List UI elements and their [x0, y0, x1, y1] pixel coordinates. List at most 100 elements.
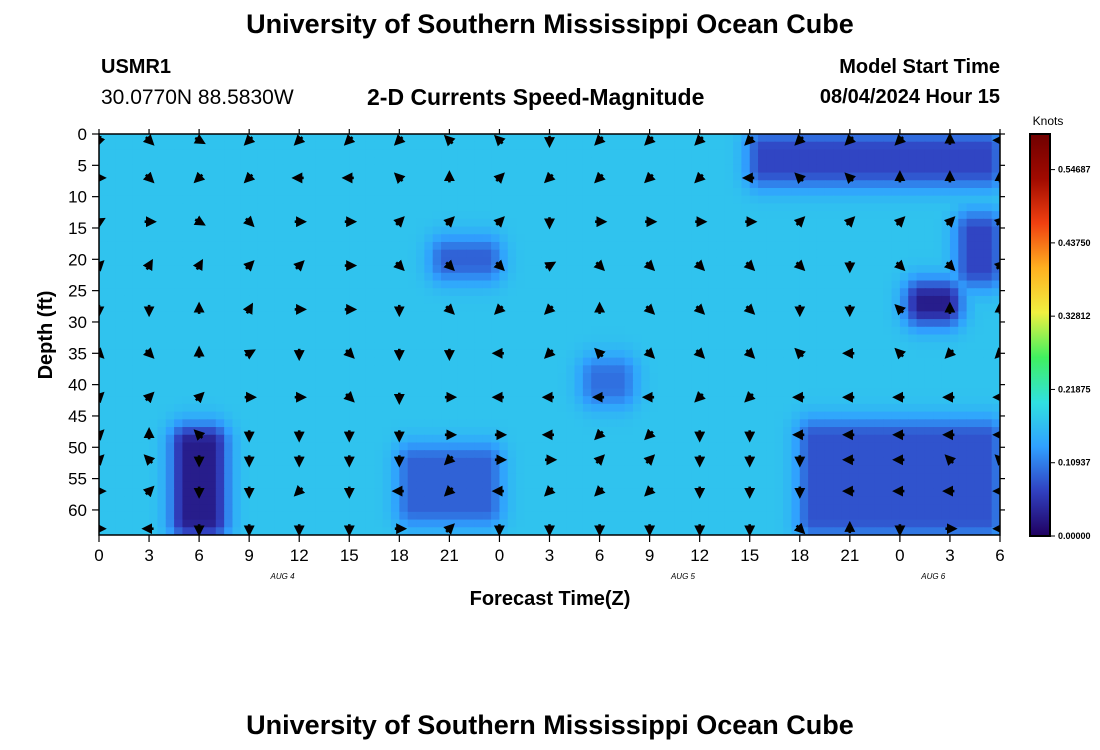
heatmap-cell	[899, 342, 909, 351]
heatmap-cell	[566, 249, 576, 258]
heatmap-cell	[749, 411, 759, 420]
heatmap-cell	[491, 180, 501, 189]
heatmap-cell	[132, 288, 142, 297]
heatmap-cell	[115, 334, 125, 343]
heatmap-cell	[149, 149, 158, 158]
heatmap-cell	[357, 373, 367, 382]
heatmap-cell	[299, 211, 309, 220]
heatmap-cell	[758, 365, 767, 374]
heatmap-cell	[282, 134, 292, 143]
heatmap-cell	[357, 257, 367, 266]
heatmap-cell	[249, 211, 259, 220]
heatmap-cell	[958, 187, 968, 197]
heatmap-cell	[224, 257, 234, 266]
heatmap-cell	[507, 226, 517, 235]
heatmap-cell	[816, 157, 826, 166]
heatmap-cell	[524, 373, 534, 382]
heatmap-cell	[407, 157, 417, 166]
heatmap-cell	[858, 326, 868, 336]
heatmap-cell	[833, 149, 843, 158]
heatmap-cell	[607, 342, 617, 351]
heatmap-cell	[516, 180, 526, 189]
heatmap-cell	[808, 349, 818, 359]
heatmap-cell	[340, 465, 350, 474]
heatmap-cell	[649, 373, 659, 382]
heatmap-cell	[858, 257, 868, 266]
heatmap-cell	[574, 481, 584, 490]
heatmap-cell	[566, 164, 576, 174]
heatmap-cell	[724, 427, 734, 436]
heatmap-cell	[390, 419, 400, 428]
heatmap-cell	[157, 403, 167, 413]
heatmap-cell	[374, 473, 384, 482]
heatmap-cell	[624, 149, 634, 158]
heatmap-cell	[574, 411, 584, 420]
heatmap-cell	[883, 419, 893, 428]
heatmap-cell	[566, 481, 576, 490]
heatmap-cell	[774, 442, 784, 451]
heatmap-cell	[808, 203, 818, 212]
heatmap-cell	[949, 149, 959, 158]
heatmap-cell	[549, 180, 559, 189]
heatmap-cell	[474, 257, 484, 266]
heatmap-cell	[766, 311, 776, 320]
heatmap-cell	[290, 249, 300, 258]
heatmap-cell	[416, 411, 425, 420]
heatmap-cell	[674, 187, 684, 197]
heatmap-cell	[749, 257, 759, 266]
heatmap-cell	[891, 164, 901, 174]
heatmap-cell	[441, 187, 450, 197]
heatmap-cell	[566, 388, 576, 397]
heatmap-cell	[190, 388, 200, 397]
heatmap-cell	[307, 265, 317, 274]
heatmap-cell	[941, 141, 951, 151]
heatmap-cell	[499, 450, 509, 459]
heatmap-cell	[941, 388, 951, 397]
heatmap-cell	[524, 311, 534, 320]
heatmap-cell	[808, 411, 818, 420]
heatmap-cell	[541, 342, 551, 351]
heatmap-cell	[733, 141, 742, 151]
heatmap-cell	[574, 427, 584, 436]
heatmap-cell	[416, 319, 425, 328]
heatmap-cell	[282, 373, 292, 382]
heatmap-cell	[657, 157, 667, 166]
heatmap-cell	[265, 349, 275, 359]
heatmap-cell	[457, 380, 467, 390]
heatmap-cell	[282, 211, 292, 220]
heatmap-cell	[174, 303, 184, 312]
heatmap-cell	[249, 427, 259, 436]
heatmap-cell	[582, 134, 592, 143]
heatmap-cell	[607, 465, 617, 474]
heatmap-cell	[833, 342, 843, 351]
heatmap-cell	[182, 218, 192, 228]
heatmap-cell	[657, 450, 667, 459]
heatmap-cell	[182, 465, 192, 474]
heatmap-cell	[499, 234, 509, 243]
heatmap-cell	[983, 388, 993, 397]
heatmap-cell	[966, 234, 976, 243]
heatmap-cell	[491, 434, 501, 444]
heatmap-cell	[766, 442, 776, 451]
heatmap-cell	[432, 450, 442, 459]
heatmap-cell	[916, 419, 926, 428]
heatmap-cell	[774, 396, 784, 405]
heatmap-cell	[991, 419, 1000, 428]
heatmap-cell	[232, 257, 242, 266]
heatmap-cell	[499, 249, 509, 258]
heatmap-cell	[849, 157, 859, 166]
heatmap-cell	[182, 488, 192, 498]
heatmap-cell	[624, 172, 634, 181]
heatmap-cell	[974, 396, 984, 405]
heatmap-cell	[574, 349, 584, 359]
heatmap-cell	[916, 380, 926, 390]
heatmap-cell	[733, 434, 742, 444]
heatmap-cell	[733, 319, 742, 328]
heatmap-cell	[390, 403, 400, 413]
heatmap-cell	[491, 427, 501, 436]
heatmap-cell	[983, 141, 993, 151]
heatmap-cell	[349, 226, 359, 235]
heatmap-cell	[766, 450, 776, 459]
heatmap-cell	[908, 373, 918, 382]
heatmap-cell	[449, 257, 459, 266]
